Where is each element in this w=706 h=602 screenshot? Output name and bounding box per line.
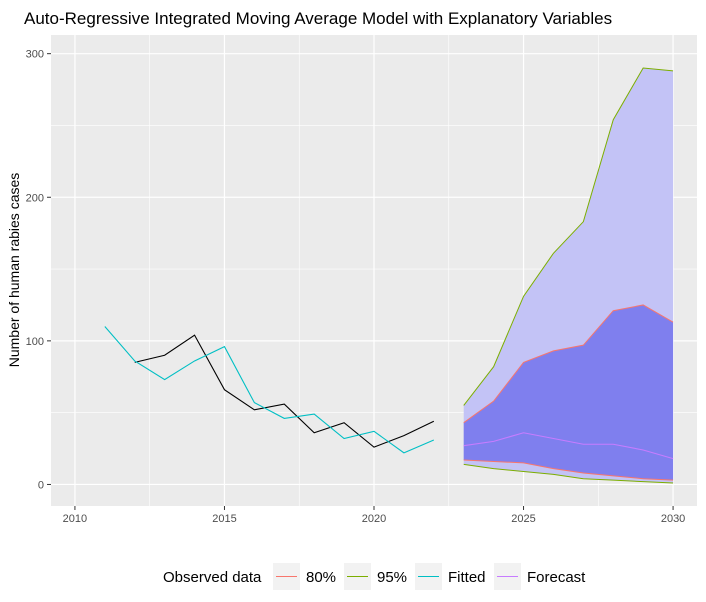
legend-label: Fitted	[448, 569, 486, 586]
y-tick-label: 0	[38, 479, 44, 491]
legend: Observed data 80% 95% Fitted Forecast	[163, 563, 586, 590]
forecast-line	[463, 432, 674, 460]
observed-line	[134, 334, 435, 448]
legend-title: Observed data	[163, 569, 262, 586]
legend-label: 95%	[377, 569, 407, 586]
x-tick-label: 2015	[212, 513, 236, 525]
y-axis-title: Number of human rabies cases	[6, 173, 22, 368]
y-tick-label: 100	[26, 336, 44, 348]
band-95-lower-line	[463, 463, 674, 484]
chart-title: Auto-Regressive Integrated Moving Averag…	[24, 9, 612, 28]
band-80-lower-line	[463, 459, 674, 481]
y-tick-label: 200	[26, 192, 44, 204]
band-95-upper-line	[463, 67, 674, 406]
y-tick-label: 300	[26, 49, 44, 61]
series-lines	[104, 326, 674, 460]
legend-label: Forecast	[527, 569, 586, 586]
legend-label: 80%	[306, 569, 336, 586]
x-tick-label: 2020	[362, 513, 386, 525]
x-tick-label: 2010	[63, 513, 87, 525]
axes: 0 100 200 300 2010 2015 2020 2025 2030	[26, 49, 686, 525]
x-tick-label: 2025	[511, 513, 535, 525]
prediction-bands	[463, 67, 674, 484]
x-tick-label: 2030	[661, 513, 685, 525]
band-80-area	[463, 304, 674, 481]
band-80-upper-line	[463, 304, 674, 424]
fitted-line	[104, 326, 435, 454]
